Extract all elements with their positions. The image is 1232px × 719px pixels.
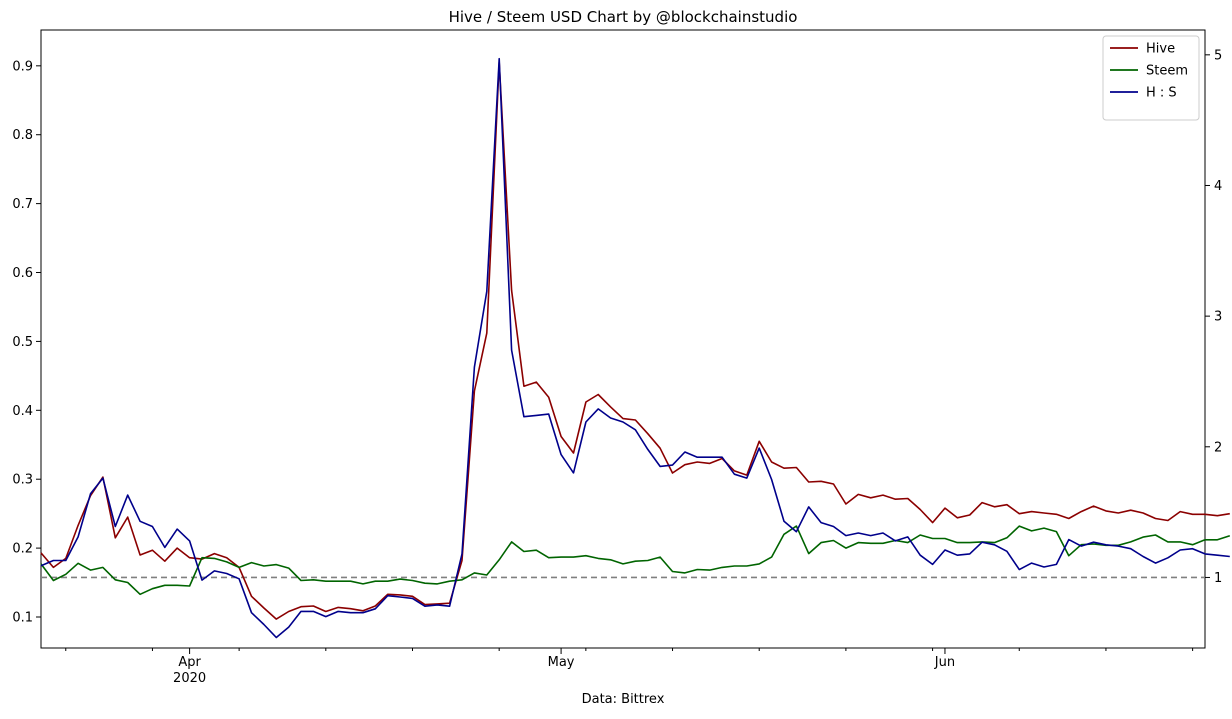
legend: Hive Steem H : S <box>1102 35 1200 121</box>
legend-label: Hive <box>1146 42 1175 57</box>
series-line-steem <box>40 525 1231 596</box>
y2-tick-label: 3 <box>1214 310 1222 325</box>
plot-frame <box>40 29 1206 649</box>
y-tick-label: 0.4 <box>12 404 33 419</box>
series-line-hive <box>40 61 1230 620</box>
y-tick-label: 0.7 <box>12 197 33 212</box>
y2-tick-label: 1 <box>1214 571 1222 586</box>
y2-tick-label: 4 <box>1214 179 1222 194</box>
x-tick-label: May <box>548 655 575 670</box>
y-tick-label: 0.1 <box>12 610 33 625</box>
x-tick-sublabel: 2020 <box>173 671 206 686</box>
y-tick-label: 0.9 <box>12 59 33 74</box>
chart-title: Hive / Steem USD Chart by @blockchainstu… <box>449 8 798 26</box>
legend-label: Steem <box>1146 64 1188 79</box>
legend-box <box>1102 35 1200 121</box>
x-tick-label: Apr <box>178 655 201 670</box>
series-line-h-s <box>40 57 1230 639</box>
y-tick-label: 0.3 <box>12 473 33 488</box>
y2-tick-label: 2 <box>1214 440 1222 455</box>
x-tick-label: Jun <box>934 655 955 670</box>
y2-tick-label: 5 <box>1214 48 1222 63</box>
legend-label: H : S <box>1146 86 1177 101</box>
x-axis-label: Data: Bittrex <box>582 692 665 707</box>
y-tick-label: 0.8 <box>12 128 33 143</box>
y-tick-label: 0.2 <box>12 542 33 557</box>
y-tick-label: 0.5 <box>12 335 33 350</box>
y-tick-label: 0.6 <box>12 266 33 281</box>
